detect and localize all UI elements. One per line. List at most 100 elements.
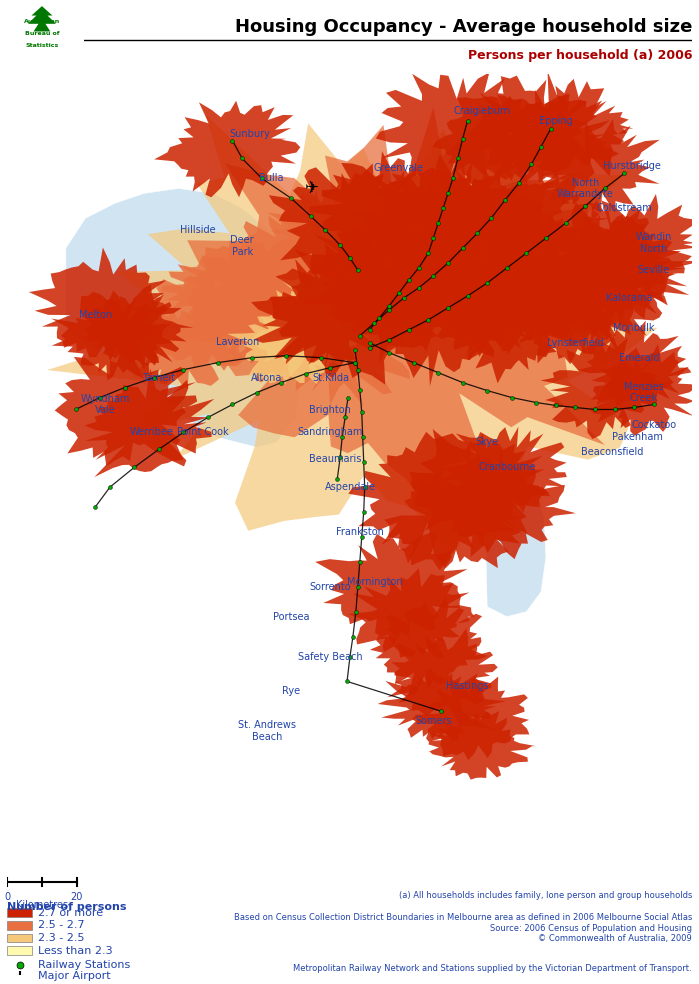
Polygon shape: [66, 188, 301, 448]
Point: [374, 310, 385, 326]
Point: [104, 479, 115, 495]
Point: [486, 211, 497, 226]
Polygon shape: [444, 281, 565, 384]
Point: [178, 424, 189, 440]
Polygon shape: [266, 287, 410, 406]
Polygon shape: [538, 119, 660, 213]
Point: [648, 397, 659, 412]
Point: [413, 260, 424, 276]
Text: Kalorama: Kalorama: [606, 293, 652, 303]
Polygon shape: [251, 256, 389, 368]
Point: [457, 240, 468, 256]
Text: Point Cook: Point Cook: [177, 427, 229, 437]
Text: ✈: ✈: [304, 179, 318, 198]
Text: Bulla: Bulla: [259, 173, 284, 183]
Polygon shape: [348, 569, 475, 659]
Point: [148, 370, 159, 386]
Bar: [7, 947, 32, 954]
Text: Epping: Epping: [539, 115, 572, 126]
Polygon shape: [428, 711, 536, 779]
Text: Lynsterfield: Lynsterfield: [547, 338, 604, 347]
Point: [89, 499, 101, 515]
Text: Bureau of: Bureau of: [24, 31, 59, 35]
Point: [364, 322, 375, 338]
Point: [506, 390, 517, 405]
Polygon shape: [544, 201, 667, 296]
Polygon shape: [485, 472, 546, 617]
Bar: [7, 921, 32, 930]
Text: St. Andrews
Beach: St. Andrews Beach: [238, 720, 296, 742]
Point: [357, 429, 368, 445]
Point: [301, 366, 312, 382]
Point: [540, 230, 552, 246]
Polygon shape: [514, 79, 633, 176]
Text: Wandin
North: Wandin North: [635, 232, 672, 254]
Point: [579, 199, 591, 215]
Polygon shape: [431, 251, 551, 357]
Point: [442, 300, 454, 316]
Point: [628, 400, 640, 415]
Point: [435, 704, 447, 719]
Point: [350, 604, 361, 620]
Polygon shape: [578, 321, 691, 406]
Point: [428, 268, 439, 283]
Text: Based on Census Collection District Boundaries in Melbourne area as defined in 2: Based on Census Collection District Boun…: [233, 913, 692, 943]
Point: [457, 131, 468, 147]
Point: [352, 362, 363, 378]
Polygon shape: [47, 114, 666, 555]
Point: [305, 209, 317, 224]
Point: [325, 360, 336, 376]
Point: [129, 460, 140, 475]
Point: [609, 401, 620, 417]
Point: [70, 401, 81, 417]
Point: [347, 629, 359, 645]
Point: [335, 237, 346, 253]
Polygon shape: [545, 215, 699, 325]
Point: [340, 409, 351, 425]
Text: Craigieburn: Craigieburn: [454, 105, 511, 116]
Point: [545, 121, 556, 137]
Point: [433, 215, 444, 231]
Text: 2.3 - 2.5: 2.3 - 2.5: [38, 933, 85, 943]
Text: Emerald: Emerald: [619, 352, 659, 363]
Text: Hillside: Hillside: [180, 225, 216, 235]
Point: [447, 170, 459, 186]
Polygon shape: [527, 264, 637, 354]
Polygon shape: [524, 215, 651, 321]
Text: Beaumaris: Beaumaris: [309, 455, 361, 464]
Point: [315, 349, 326, 365]
Point: [501, 260, 512, 276]
Text: 20: 20: [71, 892, 83, 901]
Polygon shape: [271, 272, 389, 351]
Point: [442, 185, 454, 201]
Point: [526, 156, 537, 172]
Point: [403, 322, 415, 338]
Text: Beaconsfield: Beaconsfield: [582, 448, 644, 458]
Point: [369, 315, 380, 331]
Text: (a) All households includes family, lone person and group households: (a) All households includes family, lone…: [398, 891, 692, 899]
Text: Persons per household (a) 2006: Persons per household (a) 2006: [468, 49, 692, 62]
Polygon shape: [224, 233, 375, 357]
Polygon shape: [370, 598, 487, 696]
Text: Metropolitan Railway Network and Stations supplied by the Victorian Department o: Metropolitan Railway Network and Station…: [294, 964, 692, 973]
Polygon shape: [412, 168, 554, 262]
Point: [226, 133, 238, 149]
Text: Werribee: Werribee: [130, 427, 174, 437]
Point: [276, 375, 287, 391]
Point: [354, 382, 366, 398]
Point: [438, 201, 449, 216]
Polygon shape: [29, 247, 182, 361]
Point: [433, 365, 444, 381]
Point: [535, 139, 547, 154]
Point: [499, 193, 510, 209]
Polygon shape: [377, 669, 505, 740]
Point: [589, 401, 600, 417]
Point: [350, 355, 361, 371]
Point: [359, 479, 370, 495]
Point: [352, 579, 363, 594]
Point: [384, 298, 395, 314]
Polygon shape: [590, 344, 696, 436]
Text: Pakenham: Pakenham: [612, 432, 663, 443]
Point: [482, 383, 493, 399]
Polygon shape: [439, 427, 567, 521]
